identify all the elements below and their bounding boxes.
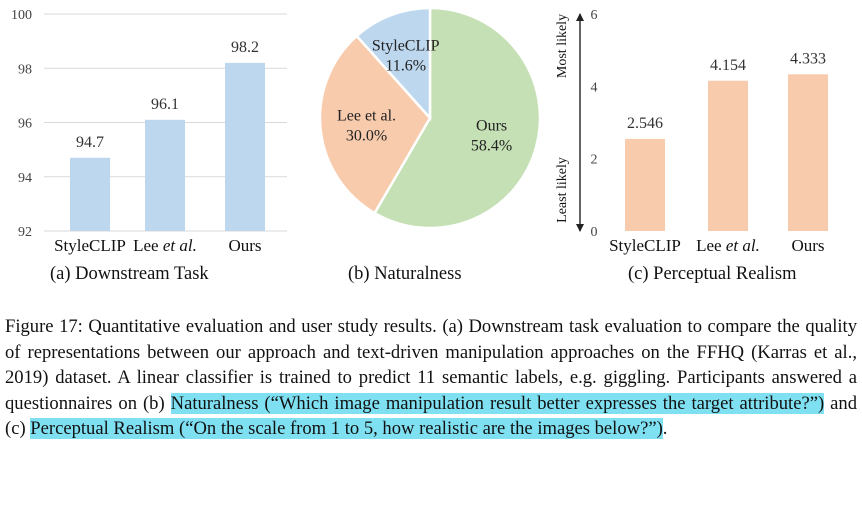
xtick-label-a-part: et al. [163, 236, 197, 255]
figure-caption: Figure 17: Quantitative evaluation and u… [5, 314, 857, 442]
bar-a [225, 62, 265, 232]
figure-svg: 92 94 96 98 100 94.7 96.1 98.2 StyleCLIP Lee et a… [11, 6, 828, 255]
ytick-label-a: 94 [18, 171, 32, 186]
pie-label: Ours [476, 118, 507, 135]
data-label-c: 4.333 [790, 50, 826, 67]
subcaption-c: (c) Perceptual Realism [628, 264, 797, 284]
ytick-label-a: 96 [18, 117, 32, 132]
bar-c [788, 74, 828, 232]
subcaption-b: (b) Naturalness [348, 264, 462, 284]
figure: 92 94 96 98 100 94.7 96.1 98.2 StyleCLIP Lee et a… [11, 6, 828, 255]
xtick-label-c: Lee et al. [696, 236, 760, 255]
caption-highlight-naturalness: Naturalness (“Which image manipulation r… [170, 392, 825, 414]
chart-perceptual-realism: 0 2 4 6 Most likely Least likely 2.546 4.154 4.3… [555, 8, 828, 255]
pie-label: StyleCLIP [372, 37, 440, 54]
ytick-label-c: 0 [591, 225, 598, 240]
xtick-label-a: StyleCLIP [54, 236, 126, 255]
chart-downstream-task: 92 94 96 98 100 94.7 96.1 98.2 StyleCLIP Lee et a… [11, 8, 287, 255]
bar-a [70, 157, 110, 231]
xtick-label-c-part: Lee [696, 236, 726, 255]
data-label-c: 2.546 [627, 115, 663, 132]
pie-value-label: 11.6% [385, 57, 426, 74]
caption-text-2: and (c) [5, 392, 857, 440]
xtick-label-a-part: Lee [133, 236, 163, 255]
ytick-label-c: 4 [591, 80, 598, 95]
ytick-label-c: 2 [591, 153, 598, 168]
bar-c [708, 80, 748, 231]
pie-slice [318, 34, 432, 215]
data-label-a: 98.2 [231, 39, 259, 56]
xtick-label-c-part: et al. [726, 236, 760, 255]
y-axis-arrow-up-c [576, 13, 584, 21]
data-label-a: 94.7 [76, 134, 104, 151]
ylabel-top-c: Most likely [555, 14, 570, 78]
ytick-label-a: 98 [18, 62, 32, 77]
xtick-label-a: Ours [228, 236, 261, 255]
ytick-label-a: 92 [18, 225, 32, 240]
ylabel-bottom-c: Least likely [555, 157, 570, 223]
caption-text-3: . [662, 418, 668, 440]
xtick-label-c: Ours [791, 236, 824, 255]
xtick-label-a: Lee et al. [133, 236, 197, 255]
data-label-a: 96.1 [151, 96, 179, 113]
pie-label: Lee et al. [337, 107, 396, 124]
pie-slice [372, 6, 542, 230]
chart-naturalness-pie: Ours 58.4% Lee et al. 30.0% StyleCLIP 11.6% [318, 6, 542, 230]
caption-text-1: Figure 17: Quantitative evaluation and u… [5, 316, 857, 414]
bar-a [145, 119, 185, 231]
y-axis-arrow-down-c [576, 224, 584, 232]
caption-highlight-perceptual-realism: Perceptual Realism (“On the scale from 1… [30, 418, 663, 440]
pie-value-label: 30.0% [346, 127, 387, 144]
ytick-label-c: 6 [591, 8, 598, 23]
subcaption-a: (a) Downstream Task [50, 264, 209, 284]
bar-c [625, 138, 665, 231]
ytick-label-a: 100 [11, 8, 32, 23]
data-label-c: 4.154 [710, 57, 746, 74]
xtick-label-c: StyleCLIP [609, 236, 681, 255]
pie-value-label: 58.4% [471, 138, 512, 155]
pie-slice [354, 6, 432, 122]
